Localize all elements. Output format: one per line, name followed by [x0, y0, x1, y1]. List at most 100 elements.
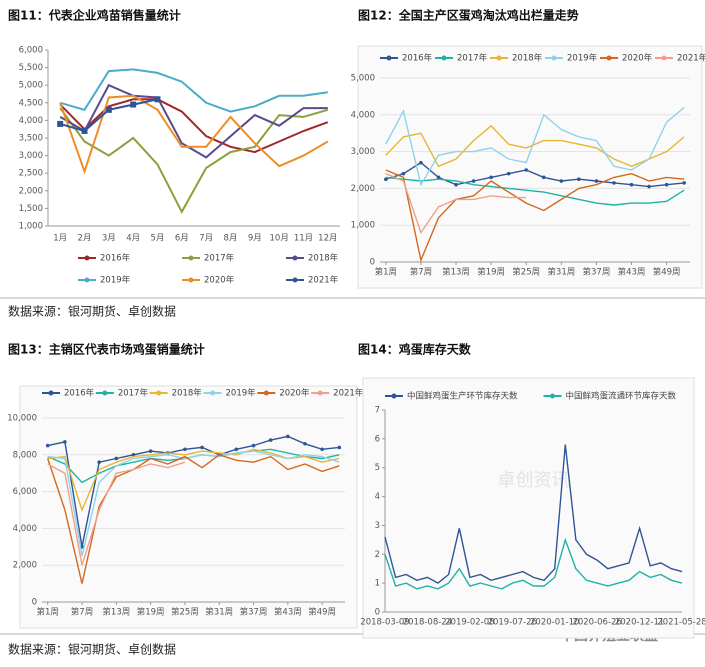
- point-marker: [114, 456, 119, 461]
- legend-label: 中国鲜鸡蛋生产环节库存天数: [407, 391, 518, 402]
- legend-label: 2016年: [64, 388, 95, 399]
- legend-label: 2021年: [333, 388, 364, 399]
- point-marker: [268, 438, 273, 442]
- point-marker: [436, 175, 441, 180]
- legend-swatch: [661, 55, 667, 61]
- series-line: [59, 94, 329, 175]
- x-tick-label: 第31周: [205, 607, 233, 618]
- x-tick-label: 5月: [151, 234, 165, 244]
- x-tick-label: 2021-05-28: [657, 618, 705, 628]
- legend-swatch: [441, 55, 447, 61]
- chart-title: 图12：全国主产区蛋鸡淘汰鸡出栏量走势: [358, 8, 579, 23]
- legend-swatch: [391, 393, 397, 399]
- point-marker: [489, 175, 493, 180]
- point-marker: [401, 171, 406, 176]
- x-tick-label: 2019-02-08: [445, 618, 494, 628]
- legend-swatch: [188, 255, 194, 261]
- point-marker: [286, 434, 290, 439]
- legend-label: 2017年: [204, 253, 235, 264]
- point-marker: [251, 443, 256, 448]
- legend-label: 中国鲜鸡蛋流通环节库存天数: [566, 391, 677, 402]
- x-tick-label: 第1周: [37, 607, 59, 618]
- point-marker: [682, 181, 686, 185]
- legend-label: 2021年: [308, 275, 339, 286]
- source-note: 数据来源：银河期货、卓创数据: [8, 642, 176, 657]
- watermark: 卓创资讯: [498, 470, 570, 491]
- x-tick-label: 12月: [318, 234, 337, 244]
- y-tick-label: 0: [32, 598, 37, 608]
- legend-label: 2018年: [172, 388, 203, 399]
- chart-title: 图13：主销区代表市场鸡蛋销量统计: [8, 342, 205, 357]
- legend-label: 2020年: [279, 388, 310, 399]
- point-marker: [524, 168, 529, 172]
- y-tick-label: 6,000: [13, 487, 37, 497]
- y-tick-label: 3,500: [19, 134, 43, 144]
- x-tick-label: 第13周: [102, 607, 130, 618]
- plot-frame: [362, 377, 695, 639]
- y-tick-label: 0: [375, 608, 380, 618]
- y-tick-label: 2,000: [351, 184, 375, 194]
- legend-swatch: [496, 55, 502, 61]
- y-tick-label: 2,500: [19, 169, 43, 179]
- x-tick-label: 第13周: [442, 267, 470, 278]
- point-marker: [130, 101, 137, 108]
- series-line: [385, 173, 527, 235]
- x-tick-label: 第19周: [477, 267, 505, 278]
- x-tick-label: 9月: [248, 234, 262, 244]
- y-tick-label: 6: [375, 434, 380, 444]
- y-tick-label: 3: [375, 521, 380, 531]
- series-line: [385, 169, 685, 263]
- y-tick-label: 6,000: [19, 46, 43, 56]
- point-marker: [183, 447, 187, 452]
- point-marker: [131, 453, 136, 457]
- y-tick-label: 3,000: [351, 147, 375, 157]
- point-marker: [154, 96, 161, 103]
- y-tick-label: 4,500: [19, 98, 43, 108]
- x-tick-label: 2018-08-24: [403, 618, 452, 628]
- legend-swatch: [156, 390, 162, 396]
- legend-swatch: [292, 255, 298, 261]
- legend-swatch: [263, 390, 269, 396]
- x-tick-label: 2020-12-11: [615, 618, 664, 628]
- series-line: [385, 106, 685, 187]
- point-marker: [541, 175, 546, 180]
- point-marker: [337, 445, 342, 450]
- point-marker: [664, 182, 669, 187]
- legend-swatch: [84, 277, 90, 283]
- plot-frame: [357, 45, 703, 289]
- point-marker: [559, 179, 564, 183]
- legend-swatch: [48, 390, 54, 396]
- y-tick-label: 7: [375, 406, 380, 416]
- x-tick-label: 2020-06-26: [572, 618, 621, 628]
- series-line: [47, 450, 340, 557]
- legend-swatch: [210, 390, 215, 396]
- x-tick-label: 第7周: [71, 607, 93, 618]
- point-marker: [320, 447, 324, 452]
- legend-label: 2020年: [204, 275, 235, 286]
- x-tick-label: 第43周: [618, 267, 646, 278]
- point-marker: [105, 106, 112, 113]
- x-tick-label: 1月: [53, 234, 67, 244]
- series-line: [385, 161, 685, 188]
- x-tick-label: 第19周: [137, 607, 165, 618]
- point-marker: [148, 449, 153, 453]
- y-tick-label: 2,000: [13, 561, 37, 571]
- x-tick-label: 2019-07-26: [488, 618, 537, 628]
- point-marker: [471, 179, 476, 183]
- legend-swatch: [292, 277, 298, 283]
- legend-swatch: [606, 55, 612, 61]
- series-line: [384, 444, 683, 584]
- source-note: 数据来源：银河期货、卓创数据: [8, 304, 176, 319]
- y-tick-label: 8,000: [13, 450, 37, 460]
- x-tick-label: 2020-01-10: [530, 618, 579, 628]
- x-tick-label: 第49周: [308, 607, 336, 618]
- x-tick-label: 第1周: [375, 267, 397, 278]
- y-tick-label: 1: [375, 579, 380, 589]
- point-marker: [647, 184, 651, 189]
- x-tick-label: 第31周: [547, 267, 575, 278]
- point-marker: [454, 182, 458, 187]
- y-tick-label: 1,000: [351, 221, 375, 231]
- y-tick-label: 5,500: [19, 63, 43, 73]
- y-tick-label: 1,500: [19, 204, 43, 214]
